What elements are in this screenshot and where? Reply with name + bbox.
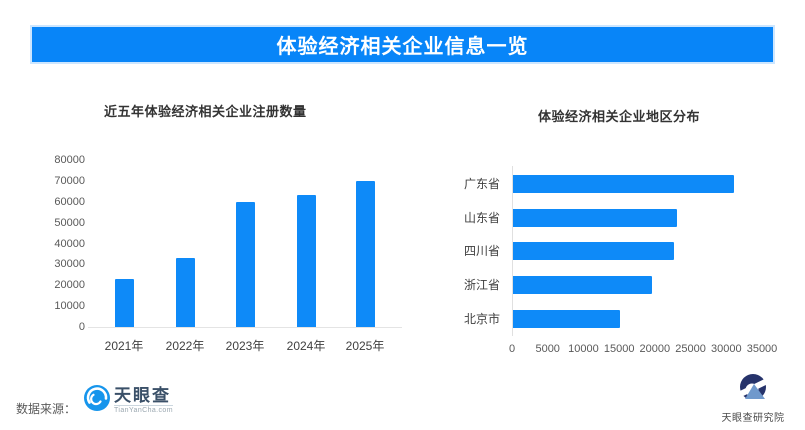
y-axis-tick-label: 10000 [54, 300, 85, 313]
data-source-label: 数据来源： [16, 402, 77, 416]
x-axis-tick-label: 25000 [675, 343, 706, 355]
y-axis-tick-label: 70000 [54, 174, 85, 187]
bar-广东省 [513, 175, 734, 193]
bar-四川省 [513, 242, 674, 260]
x-axis-tick-label: 5000 [535, 343, 560, 355]
x-axis-category-label: 2024年 [286, 339, 326, 353]
x-axis-category-label: 2023年 [225, 339, 265, 353]
page-title: 体验经济相关企业信息一览 [276, 36, 529, 58]
y-axis-category-label: 广东省 [463, 177, 500, 191]
x-axis-tick-label: 15000 [603, 343, 635, 355]
region-chart-plot: 广东省山东省四川省浙江省北京市 0 5000 10000 15000 20000 25000… [450, 160, 795, 360]
y-axis-tick-label: 80000 [54, 154, 85, 166]
data-source-lockup: 数据来源： 天眼查 TianYanCha.com [16, 383, 173, 425]
registrations-chart-plot: 0 10000 20000 30000 40000 50000 60000 70000 8000… [40, 150, 415, 365]
x-axis-line [88, 327, 402, 328]
bar-2021年 [114, 279, 134, 327]
y-axis-category-label: 山东省 [463, 211, 500, 225]
region-chart-title: 体验经济相关企业地区分布 [538, 109, 701, 124]
y-axis-category-label: 浙江省 [463, 278, 500, 292]
x-axis-tick-label: 35000 [746, 343, 778, 355]
tianyancha-domain: TianYanCha.com [114, 405, 173, 414]
research-institute-lockup: 天眼查研究院 [712, 373, 794, 424]
x-axis-category-label: 2025年 [345, 339, 385, 353]
bar-2024年 [296, 195, 316, 327]
y-axis-tick-label: 60000 [54, 195, 85, 208]
x-axis-category-label: 2022年 [165, 339, 205, 353]
y-axis-tick-label: 20000 [54, 279, 85, 292]
y-axis-tick-label: 30000 [54, 258, 85, 271]
research-institute-name: 天眼查研究院 [721, 413, 785, 424]
y-axis-line [512, 166, 513, 336]
bar-山东省 [513, 209, 677, 227]
bar-北京市 [513, 310, 620, 328]
y-axis-tick-label: 40000 [54, 237, 85, 250]
bar-2025年 [355, 181, 375, 327]
x-axis-tick-label: 0 [508, 343, 516, 355]
bar-2023年 [235, 202, 255, 327]
bar-浙江省 [513, 276, 652, 294]
tianyancha-wordmark: 天眼查 TianYanCha.com [114, 386, 173, 414]
x-axis-category-label: 2021年 [104, 339, 144, 353]
x-axis-tick-label: 20000 [639, 343, 671, 355]
y-axis-tick-label: 50000 [54, 216, 85, 229]
registrations-chart-title: 近五年体验经济相关企业注册数量 [104, 104, 307, 119]
bar-2022年 [175, 258, 195, 327]
tianyancha-eye-icon [84, 385, 111, 411]
x-axis-tick-label: 10000 [568, 343, 599, 355]
page-title-banner: 体验经济相关企业信息一览 [32, 27, 773, 62]
tianyancha-name: 天眼查 [114, 386, 172, 405]
y-axis-category-label: 四川省 [463, 244, 500, 258]
y-axis-tick-label: 0 [78, 321, 85, 333]
y-axis-category-label: 北京市 [463, 312, 500, 326]
research-institute-logo-icon [727, 374, 771, 403]
x-axis-tick-label: 30000 [710, 343, 742, 355]
